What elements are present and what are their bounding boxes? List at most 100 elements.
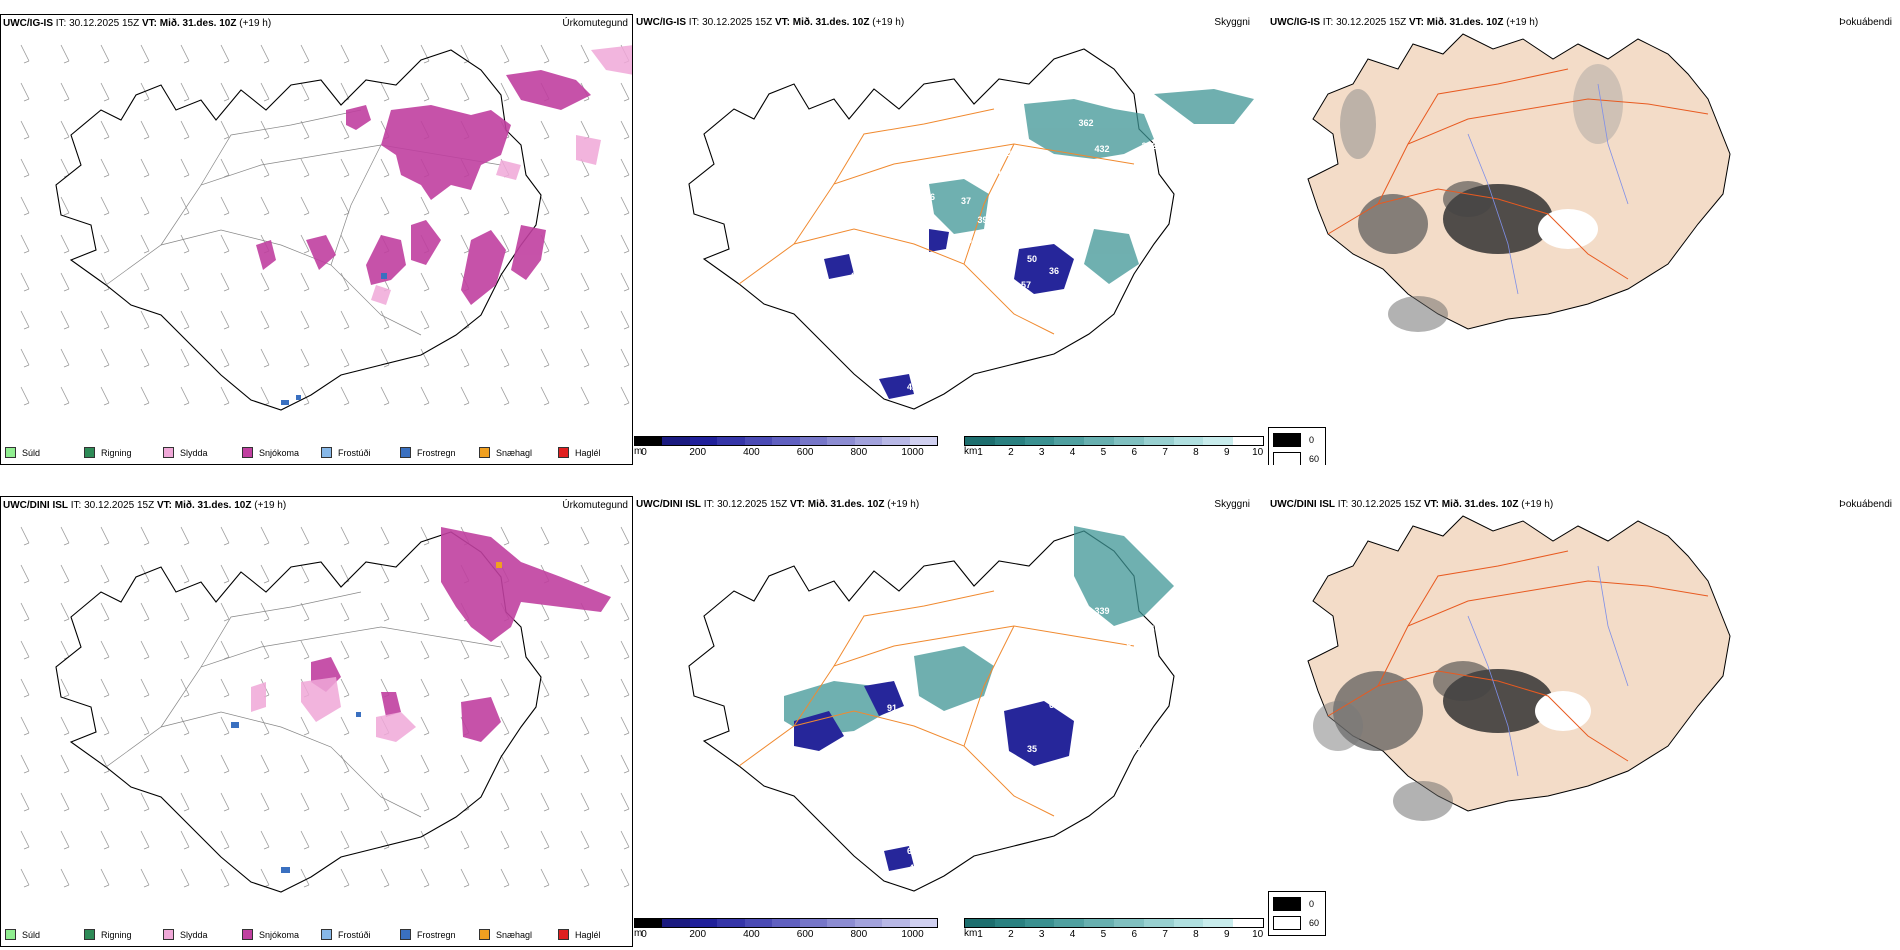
- wind-barb: [420, 82, 430, 102]
- legend-label: Frostúði: [338, 447, 371, 458]
- ceiling-colorbar: 0 200 400 600 800 1000 m: [634, 436, 938, 458]
- precip-legend-item: Frostregn: [400, 447, 479, 458]
- precip-map: [20, 526, 630, 893]
- wind-barb: [100, 830, 110, 850]
- colorbar-segment: [909, 437, 937, 445]
- ceiling-unit: m: [634, 446, 643, 457]
- iceland-land: [1307, 33, 1731, 330]
- road-network: [105, 591, 502, 818]
- wind-barb: [420, 386, 430, 406]
- wind-barb: [580, 386, 590, 406]
- wind-barb: [620, 82, 630, 102]
- wind-barb: [100, 44, 110, 64]
- wind-barb: [180, 386, 190, 406]
- wind-barb: [380, 792, 390, 812]
- wind-barb: [380, 310, 390, 330]
- visibility-value-label: 38: [812, 784, 822, 794]
- panel-title: UWC/IG-IS IT: 30.12.2025 15Z VT: Mið. 31…: [3, 18, 272, 29]
- wind-barb: [20, 120, 30, 140]
- wind-barb: [260, 272, 270, 292]
- wind-barb: [540, 44, 550, 64]
- wind-barb: [100, 640, 110, 660]
- wind-barb: [340, 196, 350, 216]
- colorbar-segment: [1143, 437, 1174, 445]
- legend-swatch: [163, 447, 174, 458]
- colorbar-segment: [994, 437, 1025, 445]
- precip-type-panel-dini: UWC/DINI ISL IT: 30.12.2025 15Z VT: Mið.…: [0, 496, 633, 947]
- wind-barb: [220, 44, 230, 64]
- wind-barb: [340, 526, 350, 546]
- iceland-coastline: [688, 48, 1175, 410]
- wind-barb: [60, 196, 70, 216]
- visibility-value-label: 84: [962, 235, 972, 245]
- wind-barb: [580, 564, 590, 584]
- colorbar-tick-label: 8: [1193, 447, 1199, 458]
- wind-barb: [580, 234, 590, 254]
- wind-barb: [340, 310, 350, 330]
- wind-barb: [60, 868, 70, 888]
- low-ceiling-areas: [824, 229, 1074, 399]
- wind-barb: [180, 82, 190, 102]
- wind-barb: [20, 830, 30, 850]
- wind-barb: [540, 602, 550, 622]
- colorbar-tick-label: 6: [1131, 929, 1138, 940]
- colorbar-tick-label: 9: [1224, 929, 1230, 940]
- wind-barb: [340, 830, 350, 850]
- fog-legend: 0 60: [1268, 427, 1326, 465]
- wind-barb: [420, 310, 430, 330]
- wind-barb: [500, 526, 510, 546]
- colorbar-segment: [1024, 437, 1055, 445]
- wind-barb: [60, 640, 70, 660]
- colorbar-tick-label: 7: [1162, 929, 1168, 940]
- visibility-value-label: 44: [851, 750, 861, 760]
- legend-label: Slydda: [180, 447, 208, 458]
- wind-barb: [380, 386, 390, 406]
- legend-label: Súld: [22, 929, 41, 940]
- legend-swatch: [84, 447, 95, 458]
- wind-barb: [180, 602, 190, 622]
- wind-barb: [620, 158, 630, 178]
- colorbar-segment: [1084, 437, 1114, 445]
- panel-variable-name: Skyggni: [1214, 17, 1250, 28]
- legend-label: Haglél: [575, 447, 601, 458]
- freezing-rain-areas: [231, 712, 361, 873]
- colorbar-segment: [1173, 437, 1204, 445]
- precip-legend-item: Haglél: [558, 929, 632, 940]
- colorbar-segment: [689, 437, 718, 445]
- wind-barb: [60, 792, 70, 812]
- wind-barb: [620, 234, 630, 254]
- wind-barb: [420, 348, 430, 368]
- wind-barb: [500, 792, 510, 812]
- wind-barb: [60, 754, 70, 774]
- visibility-value-label: 98: [909, 820, 919, 830]
- wind-barb: [260, 44, 270, 64]
- visibility-value-label: 42: [1001, 148, 1011, 158]
- colorbar-segment: [854, 437, 883, 445]
- wind-barb: [500, 868, 510, 888]
- wind-barb: [380, 196, 390, 216]
- visibility-value-label: 46: [929, 863, 939, 873]
- wind-barb: [540, 120, 550, 140]
- visibility-value-label: 22: [839, 767, 849, 777]
- wind-barb: [500, 272, 510, 292]
- colorbar-segment: [1084, 919, 1114, 927]
- visibility-unit: km: [964, 928, 978, 939]
- wind-barb: [140, 120, 150, 140]
- precip-legend-item: Frostregn: [400, 929, 479, 940]
- wind-barb: [180, 564, 190, 584]
- wind-barb: [460, 44, 470, 64]
- wind-barb: [420, 868, 430, 888]
- legend-swatch: [479, 447, 490, 458]
- wind-barb: [220, 310, 230, 330]
- wind-barb: [140, 272, 150, 292]
- wind-barb: [180, 716, 190, 736]
- ceiling-unit: m: [634, 928, 643, 939]
- wind-barb: [140, 234, 150, 254]
- wind-barb: [300, 868, 310, 888]
- wind-barb: [340, 792, 350, 812]
- visibility-value-label: 160: [896, 196, 911, 206]
- legend-label: Rigning: [101, 929, 132, 940]
- wind-barb: [300, 272, 310, 292]
- legend-swatch: [558, 447, 569, 458]
